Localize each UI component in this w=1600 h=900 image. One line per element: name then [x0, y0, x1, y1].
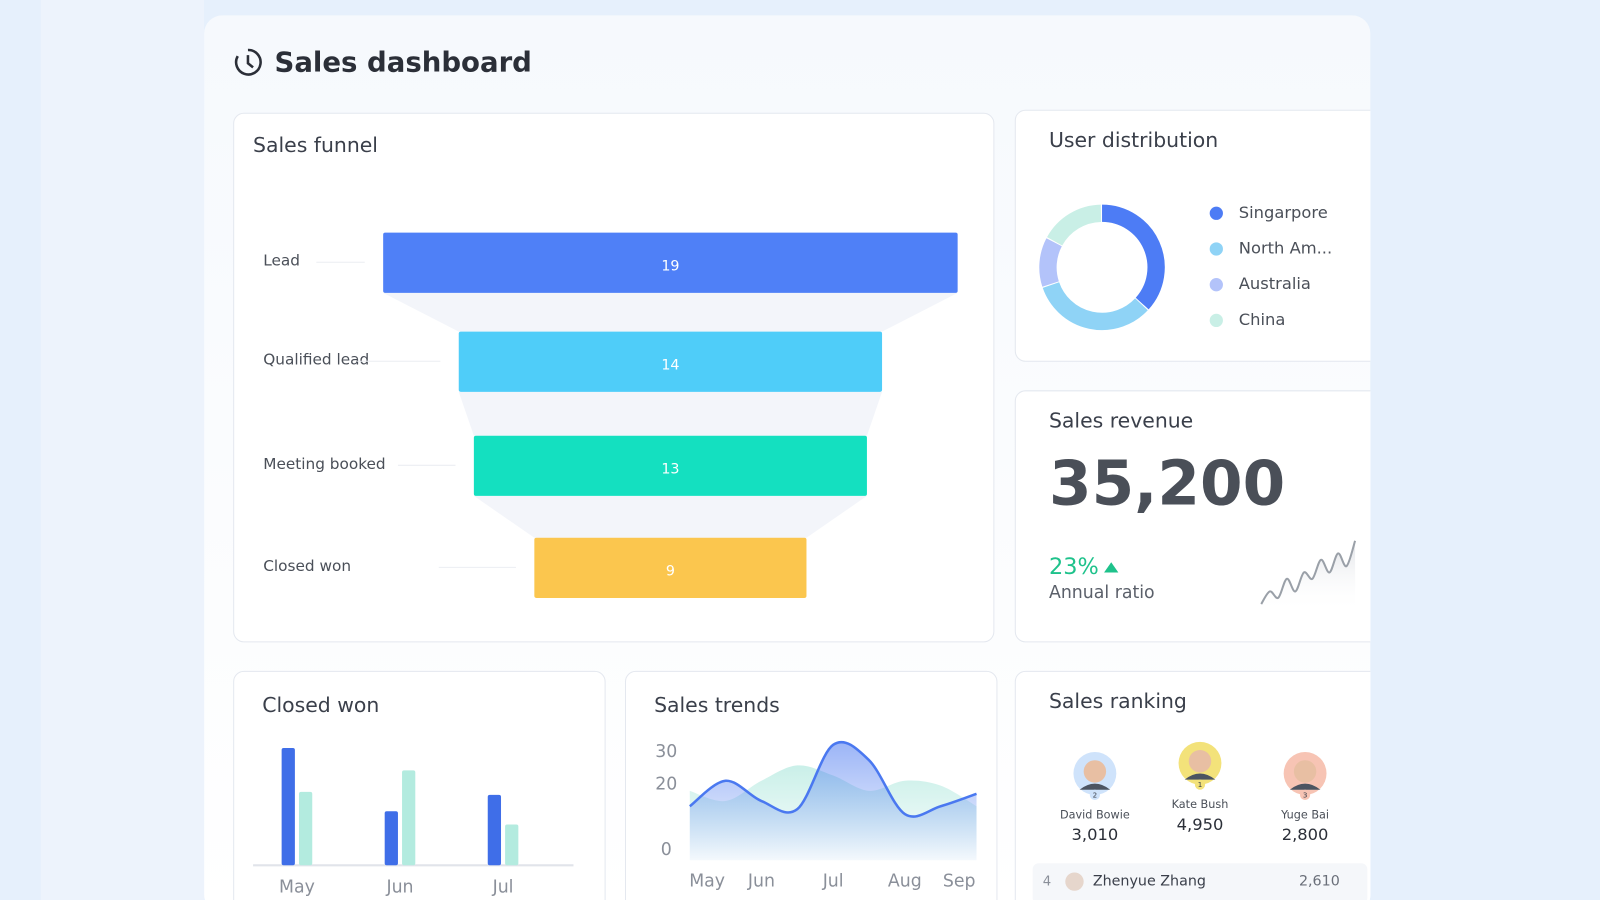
- donut-segment: [1047, 204, 1102, 246]
- card-title: User distribution: [1049, 128, 1218, 152]
- ratio: 23%: [1049, 554, 1099, 580]
- member-name: David Bowie: [1060, 808, 1130, 821]
- member-score: 2,800: [1282, 825, 1329, 844]
- sparkline: [1260, 540, 1357, 605]
- bar-label: 19: [661, 258, 679, 274]
- x-tick-label: Jun: [385, 878, 413, 898]
- donut-segment: [1042, 281, 1148, 331]
- member-score: 4,950: [1177, 815, 1224, 834]
- y-tick-label: 30: [655, 742, 677, 762]
- rank-badge: [1194, 779, 1206, 790]
- legend-label: Australia: [1239, 274, 1311, 293]
- avatar: [1065, 872, 1084, 891]
- bar-label: 9: [666, 563, 675, 579]
- stage-label: Closed won: [263, 557, 351, 575]
- bar: [384, 811, 398, 866]
- avatar-face: [1083, 760, 1107, 783]
- card-title: Closed won: [262, 693, 379, 717]
- avatar-face: [1188, 749, 1212, 773]
- stage-label: Meeting booked: [263, 455, 385, 473]
- funnel-shade: [458, 391, 883, 436]
- funnel-bar: [383, 232, 958, 293]
- member-name: Zhenyue Zhang: [1093, 874, 1206, 890]
- member-name: Kate Bush: [1172, 798, 1229, 811]
- x-tick-label: Jul: [492, 878, 514, 898]
- rank-badge: [1089, 789, 1100, 800]
- rank-number: 4: [1043, 875, 1051, 890]
- panel: Sales dashboard Sales funnel User distri…: [204, 15, 1371, 900]
- x-tick-label: Jul: [822, 872, 844, 892]
- page-title: Sales dashboard: [274, 46, 531, 78]
- bar: [505, 824, 519, 866]
- card: [233, 670, 606, 900]
- up-arrow: [1104, 562, 1119, 573]
- bar: [402, 770, 416, 866]
- list-row: [1032, 863, 1368, 900]
- funnel-shade: [473, 495, 867, 538]
- rank-number: 1: [1198, 780, 1203, 789]
- legend-dot: [1209, 278, 1223, 292]
- bar: [298, 791, 313, 866]
- x-tick-label: May: [689, 872, 725, 892]
- trend-line: [688, 740, 977, 818]
- legend-label: Singarpore: [1239, 203, 1328, 222]
- bar: [487, 794, 502, 866]
- bar-label: 14: [661, 357, 679, 373]
- donut-segment: [1039, 238, 1062, 287]
- legend-dot: [1209, 206, 1223, 220]
- bar: [281, 747, 295, 866]
- y-tick-label: 0: [661, 840, 672, 860]
- legend-dot: [1209, 313, 1223, 328]
- avatar-body: [1184, 773, 1216, 780]
- revenue-value: 35,200: [1049, 448, 1285, 519]
- funnel-bar: [534, 537, 807, 598]
- funnel-shade: [383, 292, 958, 332]
- card-title: Sales funnel: [253, 133, 378, 157]
- legend-label: North Am...: [1239, 238, 1332, 257]
- trend-area: [689, 742, 977, 861]
- avatar-face: [1293, 760, 1317, 783]
- funnel-bar: [458, 331, 883, 392]
- clock-icon: [234, 48, 262, 76]
- avatar-body: [1079, 783, 1111, 790]
- x-tick-label: Jun: [747, 872, 775, 892]
- x-tick-label: May: [279, 878, 315, 898]
- x-tick-label: Sep: [943, 872, 976, 892]
- donut-segment: [1101, 204, 1165, 310]
- member-score: 2,610: [1299, 874, 1340, 890]
- rank-badge: [1299, 789, 1311, 800]
- card-title: Sales ranking: [1049, 689, 1187, 713]
- stage-label: Lead: [263, 252, 300, 270]
- card-title: Sales trends: [654, 693, 780, 717]
- card: [1014, 109, 1371, 362]
- card-title: Sales revenue: [1049, 408, 1193, 432]
- rank-number: 2: [1093, 790, 1098, 799]
- member-name: Yuge Bai: [1280, 808, 1329, 821]
- stage-label: Qualified lead: [263, 351, 369, 369]
- ratio-label: Annual ratio: [1049, 583, 1155, 603]
- rank-number: 3: [1303, 790, 1308, 799]
- avatar-body: [1289, 783, 1321, 790]
- legend-dot: [1209, 242, 1223, 256]
- bar-label: 13: [661, 461, 679, 477]
- y-tick-label: 20: [655, 775, 677, 795]
- funnel-bar: [473, 435, 867, 496]
- side-strip: [40, 0, 205, 900]
- legend-label: China: [1239, 310, 1286, 329]
- member-score: 3,010: [1072, 825, 1119, 844]
- x-tick-label: Aug: [888, 872, 922, 892]
